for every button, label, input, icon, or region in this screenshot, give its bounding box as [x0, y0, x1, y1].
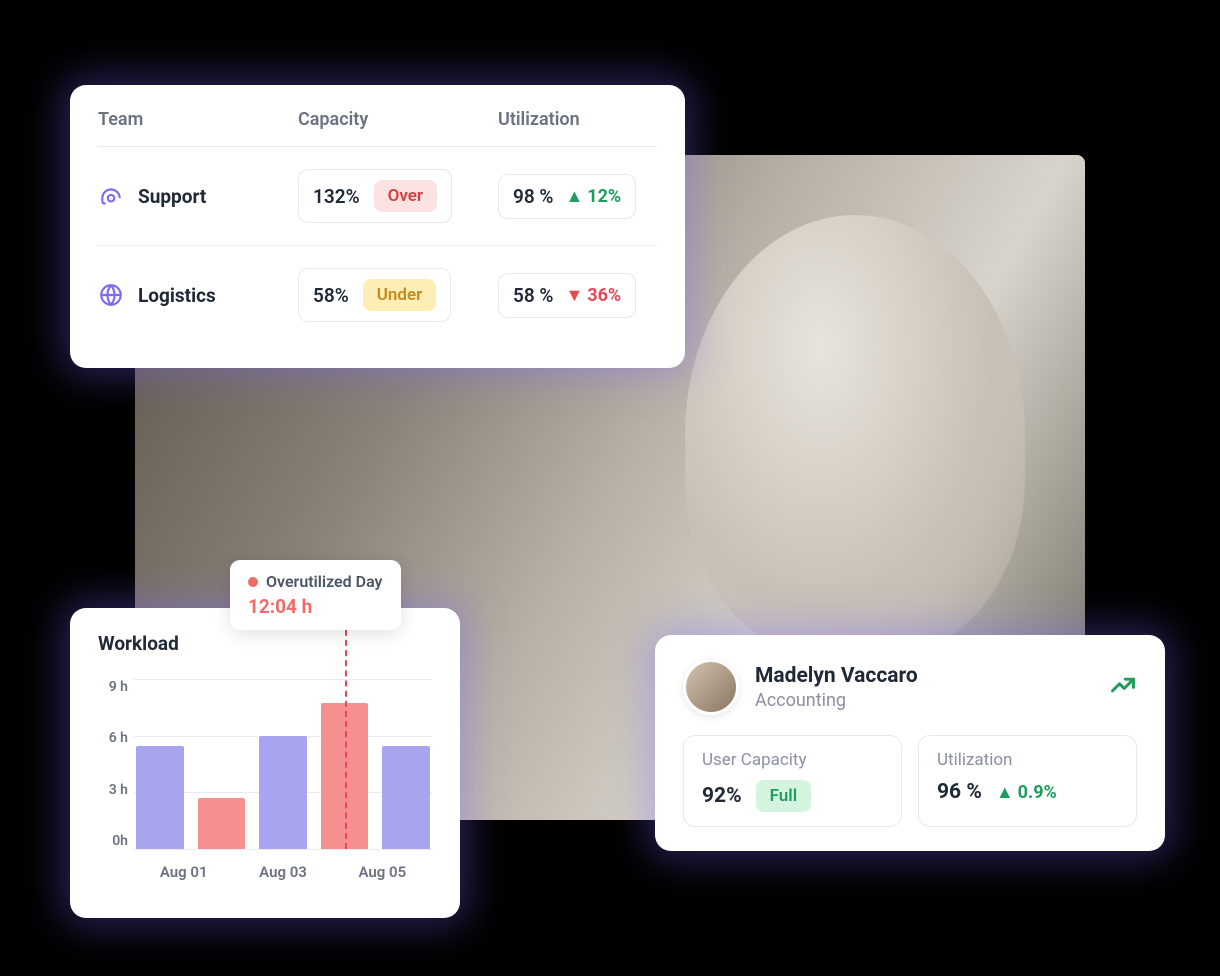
util-cell-wrap: 58 % ▼36% [498, 273, 657, 318]
tooltip-label-row: Overutilized Day [248, 572, 383, 591]
globe-icon [98, 282, 124, 308]
chart-bars [134, 679, 432, 849]
y-tick-label: 9 h [98, 679, 128, 695]
tooltip-dot-icon [248, 577, 258, 587]
triangle-up-icon: ▲ [996, 782, 1014, 803]
utilization-delta: ▼36% [565, 285, 621, 306]
y-tick-label: 0h [98, 833, 128, 849]
user-capacity-box: User Capacity 92% Full [683, 735, 902, 827]
capacity-cell-wrap: 132% Over [298, 169, 498, 223]
triangle-down-icon: ▼ [565, 285, 583, 306]
delta-value: 36% [587, 285, 621, 306]
user-avatar [683, 659, 739, 715]
workload-card: Workload 9 h 6 h 3 h 0h Aug 01Aug 03Aug 05 [70, 608, 460, 918]
team-name-label: Logistics [138, 284, 216, 307]
utilization-value: 96 % [937, 780, 982, 804]
header-team: Team [98, 109, 298, 130]
chart-bar[interactable] [259, 736, 307, 849]
team-table-header: Team Capacity Utilization [98, 109, 657, 147]
team-row[interactable]: Logistics 58% Under 58 % ▼36% [98, 246, 657, 344]
chart-bar[interactable] [136, 746, 184, 849]
user-card: Madelyn Vaccaro Accounting User Capacity… [655, 635, 1165, 851]
header-capacity: Capacity [298, 109, 498, 130]
y-tick-label: 6 h [98, 730, 128, 746]
team-name-cell: Support [98, 183, 298, 209]
x-tick-label: Aug 05 [333, 863, 432, 881]
capacity-pct: 132% [313, 185, 360, 208]
overutilized-tooltip: Overutilized Day 12:04 h [230, 560, 401, 630]
delta-value: 12% [587, 186, 621, 207]
utilization-cell: 98 % ▲12% [498, 174, 636, 219]
chart-bar[interactable] [321, 703, 369, 849]
team-capacity-card: Team Capacity Utilization Support 132% Ove… [70, 85, 685, 368]
utilization-label: Utilization [937, 750, 1118, 770]
team-row[interactable]: Support 132% Over 98 % ▲12% [98, 147, 657, 246]
util-cell-wrap: 98 % ▲12% [498, 174, 657, 219]
grid-line [134, 849, 432, 850]
user-name: Madelyn Vaccaro [755, 664, 1093, 688]
utilization-delta: ▲12% [565, 186, 621, 207]
user-info: Madelyn Vaccaro Accounting [755, 664, 1093, 711]
utilization-pct: 58 % [513, 284, 553, 307]
utilization-delta: ▲ 0.9% [996, 782, 1057, 803]
utilization-delta-value: 0.9% [1018, 782, 1057, 803]
capacity-pct: 58% [313, 284, 349, 307]
header-utilization: Utilization [498, 109, 657, 130]
capacity-value: 92% [702, 784, 742, 808]
capacity-cell: 58% Under [298, 268, 451, 322]
y-axis: 9 h 6 h 3 h 0h [98, 679, 128, 849]
user-header: Madelyn Vaccaro Accounting [683, 659, 1137, 715]
trend-up-icon [1109, 671, 1137, 703]
utilization-pct: 98 % [513, 185, 553, 208]
workload-chart: 9 h6 h3 h0h [134, 679, 432, 849]
capacity-badge: Full [756, 780, 811, 812]
utilization-cell: 58 % ▼36% [498, 273, 636, 318]
triangle-up-icon: ▲ [565, 186, 583, 207]
x-tick-label: Aug 01 [134, 863, 233, 881]
capacity-cell-wrap: 58% Under [298, 268, 498, 322]
capacity-label: User Capacity [702, 750, 883, 770]
team-name-label: Support [138, 185, 206, 208]
capacity-badge: Over [374, 180, 437, 212]
y-tick-label: 3 h [98, 782, 128, 798]
user-role: Accounting [755, 690, 1093, 711]
support-agent-icon [98, 183, 124, 209]
user-metrics: User Capacity 92% Full Utilization 96 % … [683, 735, 1137, 827]
chart-bar[interactable] [198, 798, 246, 849]
x-tick-label: Aug 03 [233, 863, 332, 881]
user-utilization-box: Utilization 96 % ▲ 0.9% [918, 735, 1137, 827]
x-axis: Aug 01Aug 03Aug 05 [134, 863, 432, 881]
capacity-cell: 132% Over [298, 169, 452, 223]
tooltip-label: Overutilized Day [266, 572, 383, 591]
capacity-badge: Under [363, 279, 437, 311]
workload-title: Workload [98, 632, 432, 655]
tooltip-value: 12:04 h [248, 595, 383, 618]
chart-bar[interactable] [382, 746, 430, 849]
team-name-cell: Logistics [98, 282, 298, 308]
